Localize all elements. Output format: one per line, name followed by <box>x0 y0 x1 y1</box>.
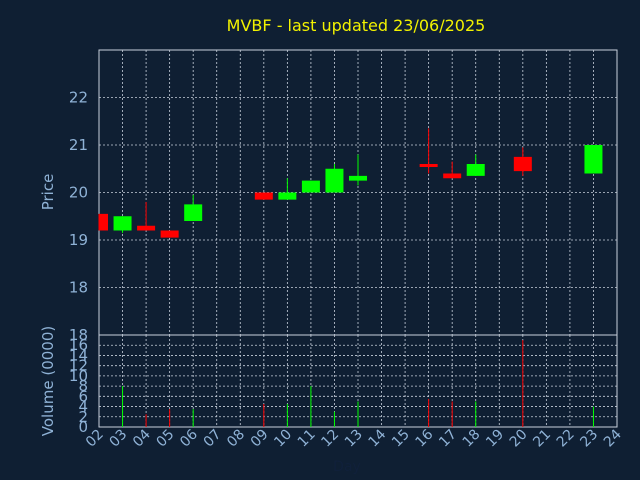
volume-tick-label: 8 <box>78 377 88 395</box>
volume-tick-label: 4 <box>78 398 88 416</box>
candle-body <box>349 175 367 181</box>
candle-body <box>278 192 297 200</box>
volume-tick-label: 16 <box>69 336 88 354</box>
volume-tick-label: 14 <box>69 346 88 364</box>
day-tick-label: 21 <box>530 427 554 451</box>
candle-body <box>254 192 273 200</box>
volume-tick-label: 6 <box>78 387 88 405</box>
day-tick-label: 07 <box>201 427 225 451</box>
day-tick-label: 22 <box>554 427 578 451</box>
volume-tick-label: 2 <box>78 408 88 426</box>
day-tick-label: 13 <box>342 427 366 451</box>
volume-tick-label: 0 <box>78 418 88 436</box>
volume-tick-label: 12 <box>69 357 88 375</box>
candle-body <box>419 164 438 167</box>
price-tick-label: 20 <box>69 184 88 202</box>
candle-body <box>513 156 532 172</box>
candle-body <box>137 225 156 231</box>
day-tick-label: 14 <box>365 426 389 450</box>
day-tick-label: 18 <box>460 427 484 451</box>
day-tick-label: 11 <box>295 427 319 451</box>
day-tick-label: 12 <box>318 427 342 451</box>
volume-tick-label: 18 <box>69 326 88 344</box>
price-tick-label: 22 <box>69 89 88 107</box>
day-tick-label: 10 <box>271 427 295 451</box>
day-tick-label: 19 <box>483 427 507 451</box>
day-tick-label: 15 <box>389 427 413 451</box>
day-tick-label: 05 <box>154 427 178 451</box>
candle-body <box>466 164 485 176</box>
candle-body <box>99 213 108 231</box>
price-tick-label: 18 <box>69 279 88 297</box>
volume-tick-label: 10 <box>69 367 88 385</box>
price-axis-label: Price <box>39 174 57 211</box>
volume-axis-label: Volume (0000) <box>39 326 57 436</box>
price-tick-label: 19 <box>69 231 88 249</box>
candle-body <box>301 180 320 193</box>
day-tick-label: 17 <box>436 427 460 451</box>
candle-body <box>160 230 179 238</box>
day-tick-label: 06 <box>177 426 201 450</box>
day-tick-label: 09 <box>248 427 272 451</box>
price-tick-label: 21 <box>69 136 88 154</box>
day-tick-label: 08 <box>224 427 248 451</box>
chart-title: MVBF - last updated 23/06/2025 <box>227 16 486 35</box>
candle-body <box>184 204 203 221</box>
x-axis: 02 03 04 05 06 07 08 09 10 11 12 13 14 15 16 17 18 19 20 21… <box>83 426 625 450</box>
candle-body <box>443 173 462 179</box>
day-tick-label: 03 <box>106 427 130 451</box>
price-panel: 18 19 20 21 22 <box>69 49 618 336</box>
day-tick-label: 23 <box>577 427 601 451</box>
candle-body <box>325 168 344 193</box>
day-tick-label: 24 <box>601 426 625 450</box>
day-tick-label: 20 <box>507 427 531 451</box>
day-tick-label: 04 <box>130 426 154 450</box>
candle-body <box>113 216 132 231</box>
x-axis-label: Day <box>333 459 361 475</box>
day-tick-label: 16 <box>413 426 437 450</box>
candle-body <box>584 145 603 174</box>
